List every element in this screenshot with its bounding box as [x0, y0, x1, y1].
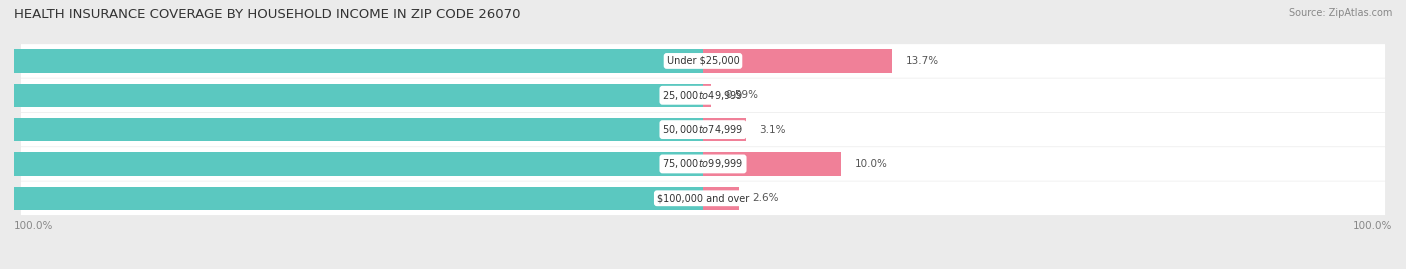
Text: 100.0%: 100.0% — [1353, 221, 1392, 231]
Text: 3.1%: 3.1% — [759, 125, 786, 134]
Text: 13.7%: 13.7% — [905, 56, 939, 66]
FancyBboxPatch shape — [21, 79, 1385, 112]
Bar — [0, 187, 703, 210]
Text: $25,000 to $49,999: $25,000 to $49,999 — [662, 89, 744, 102]
Bar — [0, 152, 703, 176]
Text: $75,000 to $99,999: $75,000 to $99,999 — [662, 157, 744, 171]
Text: $100,000 and over: $100,000 and over — [657, 193, 749, 203]
Bar — [703, 49, 891, 73]
FancyBboxPatch shape — [21, 147, 1385, 181]
Text: HEALTH INSURANCE COVERAGE BY HOUSEHOLD INCOME IN ZIP CODE 26070: HEALTH INSURANCE COVERAGE BY HOUSEHOLD I… — [14, 8, 520, 21]
Text: 2.6%: 2.6% — [752, 193, 779, 203]
Text: Source: ZipAtlas.com: Source: ZipAtlas.com — [1288, 8, 1392, 18]
Text: 0.59%: 0.59% — [725, 90, 758, 100]
Bar — [703, 118, 745, 141]
Bar — [703, 152, 841, 176]
Bar — [0, 84, 703, 107]
Text: $50,000 to $74,999: $50,000 to $74,999 — [662, 123, 744, 136]
Text: 10.0%: 10.0% — [855, 159, 887, 169]
Bar — [703, 84, 711, 107]
FancyBboxPatch shape — [21, 113, 1385, 146]
Text: 100.0%: 100.0% — [14, 221, 53, 231]
Text: Under $25,000: Under $25,000 — [666, 56, 740, 66]
Bar — [703, 187, 738, 210]
Bar — [0, 49, 703, 73]
FancyBboxPatch shape — [21, 182, 1385, 215]
Bar — [0, 118, 703, 141]
FancyBboxPatch shape — [21, 44, 1385, 78]
